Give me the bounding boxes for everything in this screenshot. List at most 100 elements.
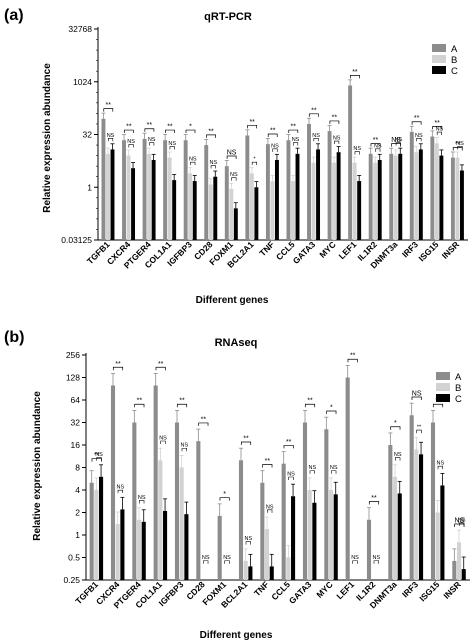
bar-C	[440, 485, 445, 580]
sig-bracket	[395, 142, 401, 146]
sig-label: NS	[189, 157, 197, 163]
sig-bracket	[185, 129, 196, 134]
panel-label: (a)	[4, 7, 24, 24]
bar-A	[307, 123, 311, 240]
bar-B	[291, 181, 295, 240]
y-tick-label: 16	[71, 440, 81, 450]
y-tick-label: 32	[71, 418, 81, 428]
sig-bracket	[457, 146, 463, 150]
bar-C	[397, 493, 402, 580]
sig-bracket	[283, 445, 294, 449]
category-label: GATA3	[291, 239, 318, 266]
sig-label: *	[330, 404, 333, 411]
sig-bracket	[165, 129, 175, 134]
sig-label: **	[243, 436, 249, 443]
bar-B	[243, 560, 248, 580]
sig-label: **	[106, 102, 112, 109]
y-tick-label: 256	[66, 350, 80, 360]
bar-A	[196, 441, 201, 580]
panel-b: (b) RNAseq Relative expression abundance…	[4, 329, 470, 641]
bar-A	[153, 385, 158, 580]
bar-B	[311, 162, 316, 240]
sig-bracket	[247, 124, 258, 129]
bar-B	[455, 157, 460, 240]
bar-B	[94, 490, 99, 580]
sig-bracket	[169, 146, 175, 150]
sig-bracket	[395, 457, 401, 461]
sig-bracket	[373, 560, 379, 564]
sig-label: NS	[181, 443, 189, 449]
sig-label: **	[373, 137, 379, 144]
category-label: MYC	[314, 579, 334, 599]
sig-label: NS	[271, 143, 279, 149]
legend-label: C	[451, 66, 458, 77]
bar-C	[269, 566, 274, 580]
sig-bracket	[375, 148, 381, 152]
legend-label: B	[451, 55, 457, 66]
sig-bracket	[251, 161, 257, 166]
sig-bracket	[432, 403, 444, 408]
sig-bracket	[181, 447, 187, 452]
sig-label: **	[249, 119, 255, 126]
bar-B	[352, 162, 357, 240]
sig-label: **	[350, 353, 356, 360]
legend-label: A	[455, 372, 462, 383]
sig-label: **	[201, 416, 207, 423]
sig-label: NS	[287, 471, 295, 477]
sig-label: **	[265, 458, 271, 465]
bar-A	[265, 144, 270, 240]
sig-bracket	[432, 126, 443, 130]
sig-label: **	[371, 495, 377, 502]
bar-B	[456, 542, 462, 580]
y-tick-label: 1024	[73, 77, 92, 87]
y-tick-label: 0.5	[68, 553, 80, 563]
sig-label: NS	[415, 133, 423, 139]
sig-bracket	[370, 143, 381, 147]
sig-label: NS	[138, 495, 146, 501]
sig-label: NS	[159, 436, 167, 442]
sig-label: NS	[266, 504, 274, 510]
sig-bracket	[219, 497, 230, 501]
y-tick-label: 1	[87, 182, 92, 192]
sig-bracket	[350, 75, 360, 79]
sig-bracket	[272, 148, 278, 152]
bar-B	[208, 184, 213, 240]
bar-B	[307, 490, 312, 580]
sig-label: NS	[95, 452, 103, 458]
category-label: TNF	[252, 579, 271, 598]
bar-A	[345, 377, 350, 580]
sig-label: **	[158, 361, 164, 368]
sig-label: *	[223, 491, 226, 498]
sig-label: **	[115, 361, 121, 368]
sig-bracket	[103, 108, 114, 112]
bar-A	[183, 140, 188, 240]
bar-B	[147, 153, 152, 240]
bar-B	[229, 188, 234, 240]
bar-B	[414, 152, 419, 240]
sig-bracket	[436, 131, 442, 136]
bar-C	[336, 152, 341, 240]
bar-B	[286, 557, 291, 580]
bar-A	[174, 422, 180, 580]
bar-C	[295, 153, 300, 240]
sig-label: *	[394, 420, 397, 427]
bar-A	[366, 519, 372, 580]
bar-B	[249, 173, 254, 240]
bar-A	[142, 138, 147, 240]
sig-label: **	[311, 107, 317, 114]
y-tick-label: 32768	[68, 24, 92, 34]
category-label: LEF1	[334, 579, 356, 601]
bar-B	[435, 512, 440, 580]
category-label: INSR	[440, 239, 461, 260]
category-label: ISG15	[416, 239, 440, 263]
sig-bracket	[267, 509, 273, 513]
sig-bracket	[240, 441, 252, 445]
sig-label: NS	[351, 555, 359, 561]
category-label: GATA3	[287, 579, 314, 606]
sig-bracket	[411, 396, 422, 400]
sig-label: **	[208, 128, 214, 135]
sig-bracket	[416, 429, 422, 434]
y-tick-label: 128	[66, 373, 80, 383]
category-label: LEF1	[337, 239, 359, 261]
sig-label: NS	[292, 137, 300, 143]
